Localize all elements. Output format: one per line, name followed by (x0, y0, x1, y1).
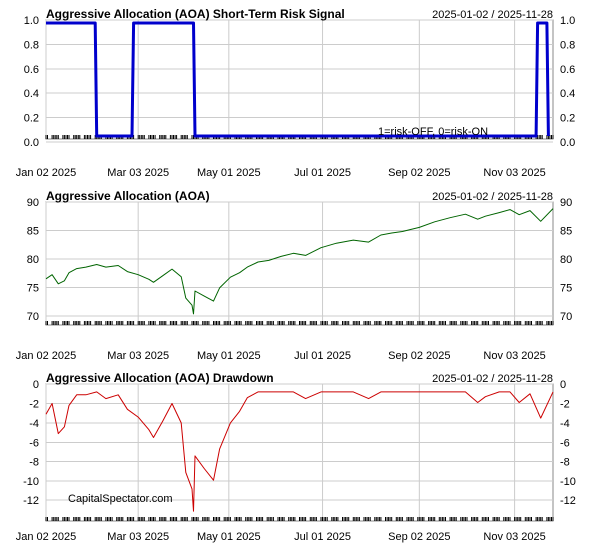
panel-1-x-tick-label: Nov 03 2025 (483, 167, 545, 179)
panel-2-y-tick-left: 80 (27, 254, 39, 266)
panel-1-y-tick-right: 0.4 (560, 88, 575, 100)
panel-1-y-tick-left: 0.0 (24, 137, 39, 149)
risk-legend-note: 1=risk-OFF, 0=risk-ON (378, 126, 488, 138)
panel-1-y-tick-left: 0.6 (24, 64, 39, 76)
panel-1-y-tick-left: 1.0 (24, 15, 39, 27)
panel-2-day-ticks (45, 321, 554, 325)
panel-3-y-tick-left: -4 (29, 418, 39, 430)
panel-1-y-tick-right: 0.0 (560, 137, 575, 149)
panel-1-x-tick-label: Sep 02 2025 (388, 167, 450, 179)
panel-1-frame (45, 19, 554, 140)
panel-1-y-tick-left: 0.4 (24, 88, 39, 100)
panel-1-y-tick-right: 0.8 (560, 40, 575, 52)
panel-2-frame (45, 201, 554, 326)
panel-1-y-tick-left: 0.2 (24, 113, 39, 125)
panel-1-y-tick-left: 0.8 (24, 40, 39, 52)
panel-3-y-tick-left: -10 (23, 476, 39, 488)
panel-3-y-tick-right: -6 (560, 438, 570, 450)
panel-2-y-tick-right: 80 (560, 254, 572, 266)
panel-3-frame (45, 383, 554, 522)
panel-2-x-tick-label: Nov 03 2025 (483, 350, 545, 362)
panel-1-y-tick-right: 0.6 (560, 64, 575, 76)
panel-3-y-tick-left: -6 (29, 438, 39, 450)
panel-2-y-tick-right: 90 (560, 197, 572, 209)
panel-2-y-tick-left: 90 (27, 197, 39, 209)
panel-3-y-tick-right: -4 (560, 418, 570, 430)
panel-3-y-tick-right: 0 (560, 379, 566, 391)
panel-2-y-tick-right: 70 (560, 311, 572, 323)
panel-2-y-tick-left: 70 (27, 311, 39, 323)
panel-2-x-tick-label: Mar 03 2025 (107, 350, 169, 362)
panel-2-y-tick-left: 85 (27, 226, 39, 238)
panel-3-y-tick-left: 0 (33, 379, 39, 391)
panel-3-y-tick-right: -8 (560, 457, 570, 469)
panel-2-x-tick-label: Jul 01 2025 (294, 350, 351, 362)
panel-3-x-tick-label: Mar 03 2025 (107, 531, 169, 543)
panel-3-x-tick-label: Jul 01 2025 (294, 531, 351, 543)
panel-1-y-tick-right: 1.0 (560, 15, 575, 27)
panel-1-series-line (46, 21, 550, 138)
panel-3-x-tick-label: Nov 03 2025 (483, 531, 545, 543)
panel-3-y-tick-right: -10 (560, 476, 576, 488)
panel-3-title: Aggressive Allocation (AOA) Drawdown (46, 371, 274, 385)
panel-3-day-ticks (45, 517, 554, 521)
panel-3-y-tick-left: -2 (29, 399, 39, 411)
panel-3-y-tick-right: -12 (560, 495, 576, 507)
panel-2-x-tick-label: Jan 02 2025 (16, 350, 77, 362)
panel-3-y-tick-left: -12 (23, 495, 39, 507)
panel-2-x-tick-label: Sep 02 2025 (388, 350, 450, 362)
panel-1-x-tick-label: Mar 03 2025 (107, 167, 169, 179)
panel-2-date-range: 2025-01-02 / 2025-11-28 (432, 191, 553, 203)
panel-3-x-tick-label: Sep 02 2025 (388, 531, 450, 543)
panel-1-x-tick-label: Jul 01 2025 (294, 167, 351, 179)
source-watermark: CapitalSpectator.com (68, 493, 173, 505)
panel-1-x-tick-label: Jan 02 2025 (16, 167, 77, 179)
panel-1-y-tick-right: 0.2 (560, 113, 575, 125)
panel-3-x-tick-label: May 01 2025 (197, 531, 261, 543)
panel-2-series-line (45, 208, 554, 315)
panel-2-y-tick-right: 85 (560, 226, 572, 238)
panel-3-date-range: 2025-01-02 / 2025-11-28 (432, 373, 553, 385)
panel-1-x-tick-label: May 01 2025 (197, 167, 261, 179)
panel-1-title: Aggressive Allocation (AOA) Short-Term R… (46, 7, 345, 21)
panel-1-date-range: 2025-01-02 / 2025-11-28 (432, 9, 553, 21)
panel-3-y-tick-right: -2 (560, 399, 570, 411)
panel-2-x-tick-label: May 01 2025 (197, 350, 261, 362)
panel-3-x-tick-label: Jan 02 2025 (16, 531, 77, 543)
panel-3-series-line (45, 391, 554, 512)
panel-2-title: Aggressive Allocation (AOA) (46, 189, 210, 203)
panel-2-y-tick-left: 75 (27, 283, 39, 295)
panel-2-y-tick-right: 75 (560, 283, 572, 295)
panel-3-y-tick-left: -8 (29, 457, 39, 469)
